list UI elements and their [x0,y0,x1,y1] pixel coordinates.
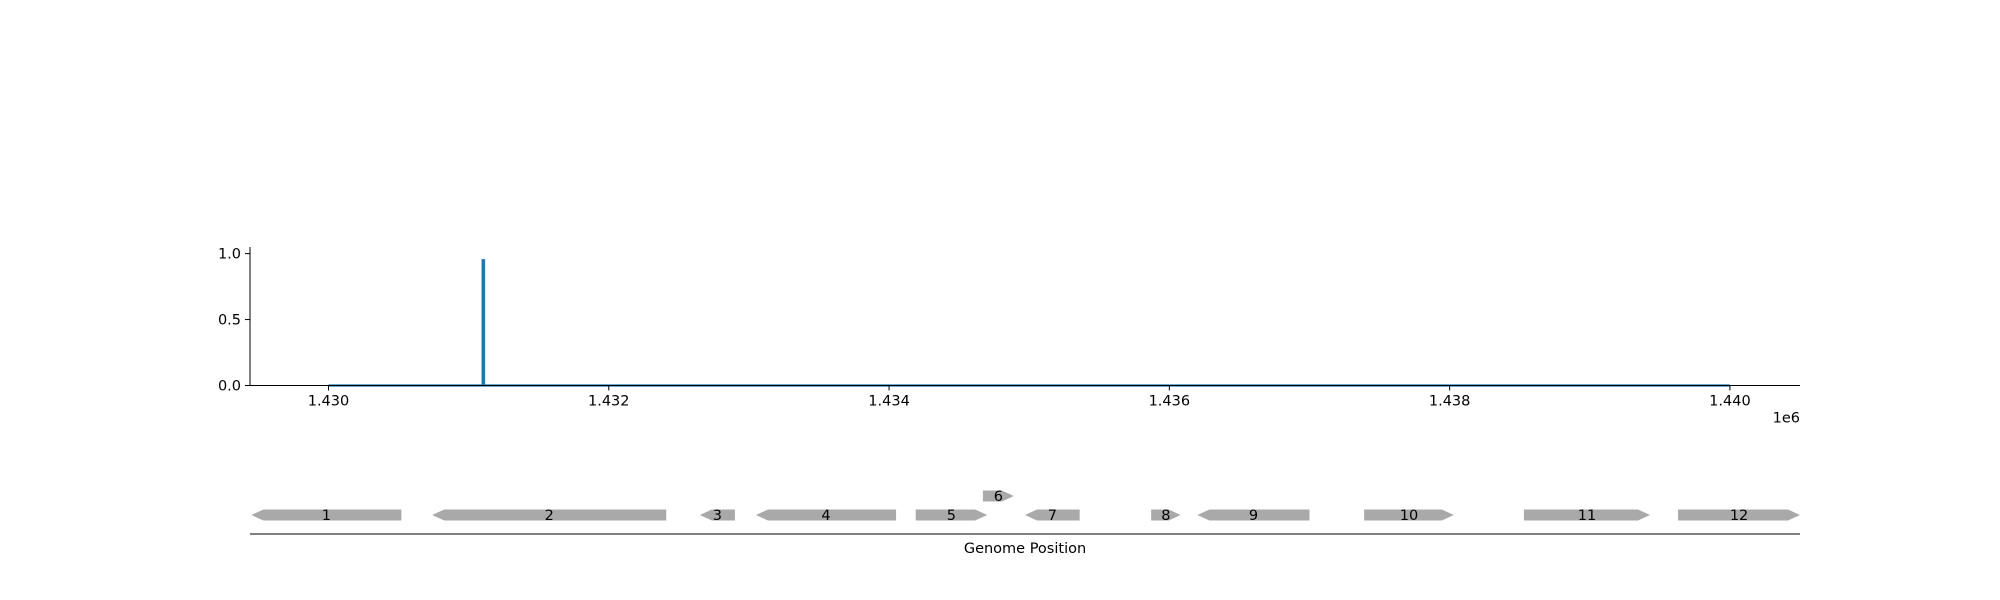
x-tick-label: 1.438 [1429,394,1471,410]
x-tick-label: 1.434 [868,394,910,410]
series-line-0 [328,259,1730,387]
gene-feature-2 [432,509,667,521]
gene-label-5: 5 [947,508,956,524]
y-tick-label: 0.0 [218,379,241,395]
gene-label-7: 7 [1048,508,1057,524]
y-tick-label: 1.0 [218,247,241,263]
series-layer [328,259,1730,387]
x-tick-label: 1.440 [1709,394,1751,410]
signal-plot: 1.430 1.432 1.434 1.436 1.438 1.440 0.0 0.5 1.0… [218,247,1800,427]
y-tick-label: 0.5 [218,313,241,329]
y-axis-ticks: 0.0 0.5 1.0 [218,247,250,395]
gene-feature-4 [755,509,897,521]
gene-feature-9 [1197,509,1310,521]
gene-feature-3 [699,509,735,521]
gene-feature-7 [1025,509,1080,521]
gene-feature-12 [1678,509,1800,521]
gene-label-12: 12 [1730,508,1748,524]
gene-feature-10 [1364,509,1454,521]
gene-label-4: 4 [821,508,830,524]
gene-track: 1 2 3 4 567 8 9 10 11 12 Genome Position [250,489,1800,557]
gene-label-3: 3 [713,508,722,524]
gene-feature-8 [1151,509,1181,521]
x-tick-label: 1.430 [308,394,350,410]
gene-label-2: 2 [545,508,554,524]
gene-label-10: 10 [1400,508,1418,524]
gene-label-1: 1 [322,508,331,524]
x-axis-title: Genome Position [964,541,1086,557]
gene-feature-6 [982,490,1014,502]
gene-label-11: 11 [1578,508,1596,524]
gene-feature-5 [915,509,988,521]
gene-label-9: 9 [1249,508,1258,524]
gene-feature-11 [1523,509,1651,521]
x-axis-ticks: 1.430 1.432 1.434 1.436 1.438 1.440 [308,385,1751,410]
gene-features: 1 2 3 4 567 8 9 10 11 12 [251,489,1800,524]
gene-label-6: 6 [994,489,1003,505]
gene-label-8: 8 [1161,508,1170,524]
gene-feature-1 [251,509,402,521]
x-tick-label: 1.436 [1149,394,1191,410]
x-tick-label: 1.432 [588,394,630,410]
x-axis-offset-label: 1e6 [1773,411,1800,427]
